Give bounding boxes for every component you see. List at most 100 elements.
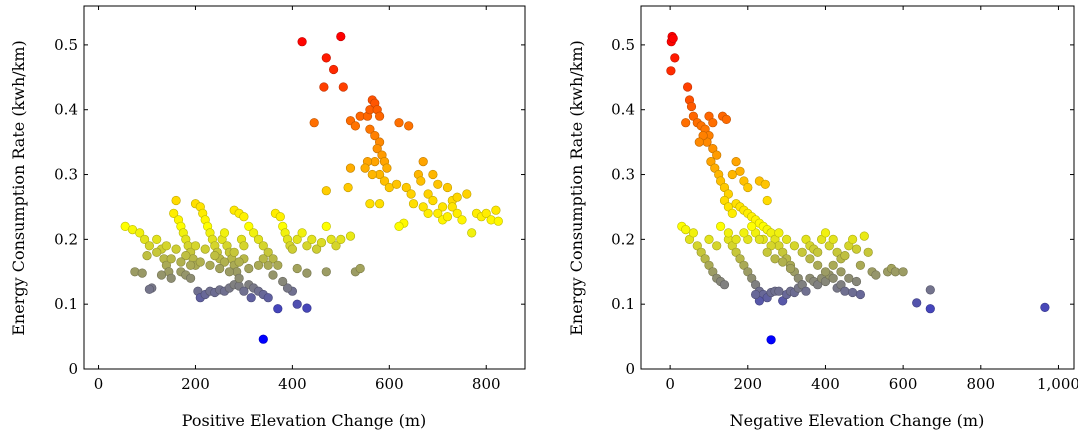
chart1-x-tick-label-3: 600	[889, 375, 918, 393]
chart1-point-68	[840, 251, 850, 261]
chart1-x-tick-label-1: 200	[733, 375, 762, 393]
right-scatter-chart: 0 200 400 600 800 1,000 0 0.1 0.2 0.3 0.4 0.5 Negat…	[567, 5, 1078, 430]
chart0-point-93	[336, 234, 346, 244]
chart1-x-tick-label-2: 400	[811, 375, 840, 393]
chart0-point-109	[258, 254, 268, 264]
chart0-point-15	[166, 273, 176, 283]
chart0-point-146	[365, 124, 375, 134]
chart1-point-145	[836, 267, 846, 277]
chart1-point-138	[781, 234, 792, 244]
chart1-point-39	[727, 208, 737, 218]
chart1-point-2	[668, 33, 678, 44]
chart0-point-64	[249, 228, 259, 238]
chart1-point-5	[682, 82, 693, 92]
chart1-point-127	[766, 335, 776, 345]
chart0-point-184	[452, 208, 462, 218]
chart0-point-68	[268, 254, 278, 264]
chart0-point-76	[246, 293, 256, 303]
chart0-point-51	[219, 228, 230, 238]
chart1-point-4	[670, 53, 680, 63]
chart0-point-165	[394, 118, 404, 128]
chart0-point-17	[171, 195, 181, 206]
chart1-point-82	[681, 225, 691, 235]
chart0-point-83	[287, 244, 298, 254]
chart1-point-131	[1040, 302, 1050, 313]
chart0-point-101	[273, 304, 283, 314]
chart0-y-tick-label-0: 0	[68, 360, 78, 378]
chart1-point-74	[863, 247, 873, 257]
chart0-point-65	[253, 234, 264, 244]
chart0-point-84	[292, 234, 302, 244]
left-x-axis-label: Positive Elevation Change (m)	[182, 411, 426, 430]
chart0-point-115	[200, 244, 210, 254]
chart1-point-16	[694, 137, 704, 147]
chart0-point-105	[282, 283, 293, 293]
chart0-point-169	[406, 189, 416, 199]
chart0-point-175	[433, 179, 443, 189]
chart1-point-156	[778, 257, 788, 267]
chart1-y-tick-label-1: 0.1	[611, 295, 635, 313]
chart0-point-62	[239, 212, 249, 222]
chart0-point-163	[365, 199, 375, 209]
chart1-point-152	[747, 221, 757, 231]
chart0-point-2	[135, 228, 145, 238]
chart0-point-185	[457, 215, 467, 225]
chart0-point-4	[144, 241, 154, 251]
chart0-point-110	[152, 247, 162, 257]
chart1-point-73	[859, 231, 869, 241]
chart1-point-132	[750, 289, 761, 300]
chart0-point-89	[316, 238, 327, 248]
chart0-point-118	[229, 247, 239, 257]
chart1-point-36	[762, 195, 772, 206]
left-plot-frame	[83, 5, 526, 370]
chart1-point-71	[851, 244, 862, 254]
chart1-point-31	[721, 114, 732, 124]
left-points-layer	[120, 31, 503, 344]
chart1-point-129	[925, 304, 935, 314]
chart1-point-124	[847, 287, 858, 298]
chart0-point-167	[392, 179, 402, 189]
chart0-point-122	[186, 260, 196, 270]
chart0-point-135	[319, 82, 329, 92]
chart0-point-152	[382, 163, 392, 173]
chart0-point-97	[321, 267, 331, 277]
chart0-point-75	[239, 286, 249, 296]
chart0-point-193	[493, 216, 503, 226]
chart0-point-106	[278, 276, 288, 287]
chart0-point-67	[263, 247, 273, 257]
chart0-point-116	[210, 251, 220, 261]
chart0-y-tick-label-3: 0.3	[54, 166, 78, 184]
chart1-point-9	[681, 118, 691, 128]
chart0-point-159	[360, 163, 370, 173]
chart0-point-121	[176, 257, 186, 267]
chart0-point-113	[181, 251, 191, 261]
chart1-point-72	[855, 260, 866, 270]
chart1-point-155	[770, 254, 780, 264]
chart0-point-157	[367, 169, 377, 180]
chart1-point-137	[774, 228, 784, 238]
chart0-point-16	[156, 270, 167, 280]
chart0-point-133	[329, 64, 339, 75]
chart0-point-103	[258, 334, 268, 344]
chart0-point-186	[462, 189, 472, 199]
right-y-axis-label: Energy Consumption Rate (kwh/km)	[567, 40, 586, 336]
chart0-point-66	[258, 241, 268, 251]
chart0-point-187	[467, 228, 477, 238]
chart0-point-131	[336, 31, 346, 42]
chart0-point-197	[408, 199, 419, 209]
chart0-point-174	[428, 169, 438, 180]
chart0-point-179	[452, 192, 462, 202]
chart0-point-154	[379, 176, 390, 186]
chart1-point-146	[844, 273, 854, 283]
chart0-point-90	[321, 221, 331, 231]
chart1-y-tick-label-5: 0.5	[611, 36, 635, 54]
chart0-point-108	[263, 260, 273, 270]
chart1-point-92	[719, 280, 730, 290]
chart1-point-7	[686, 101, 697, 112]
left-y-axis-label: Energy Consumption Rate (kwh/km)	[9, 40, 28, 336]
chart1-point-154	[762, 247, 772, 257]
chart0-point-138	[350, 121, 361, 131]
chart1-point-130	[925, 285, 935, 295]
chart0-point-126	[224, 267, 234, 277]
left-scatter-chart: 0 200 400 600 800 0 0.1 0.2 0.3 0.4 0.5 Positive E…	[9, 5, 526, 430]
